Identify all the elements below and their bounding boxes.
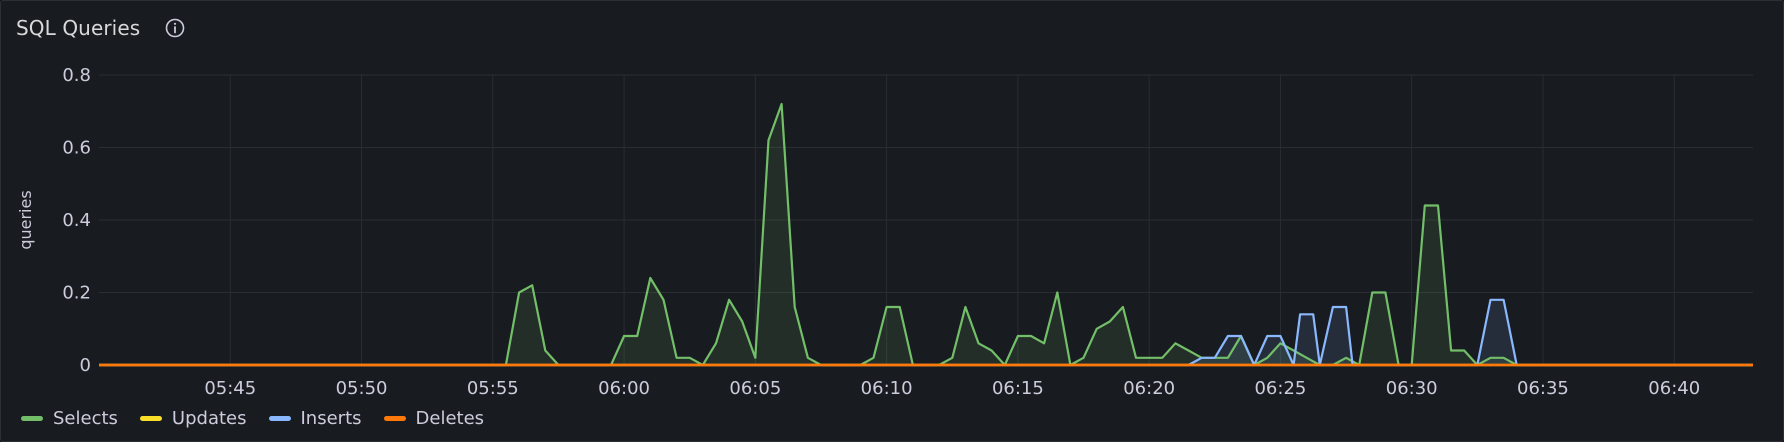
panel-title: SQL Queries: [16, 16, 141, 40]
panel-header: SQL Queries: [16, 13, 186, 43]
x-tick-label: 05:55: [467, 378, 519, 399]
x-tick-label: 06:40: [1648, 378, 1700, 399]
legend-swatch: [21, 415, 43, 421]
series-area-inserts: [99, 299, 1753, 365]
y-tick-label: 0.4: [62, 210, 91, 231]
legend: Selects Updates Inserts Deletes: [21, 405, 484, 431]
x-tick-label: 06:25: [1254, 378, 1306, 399]
legend-label: Inserts: [300, 407, 362, 429]
y-axis-ticks: 0 0.2 0.4 0.6 0.8: [62, 65, 91, 376]
legend-item-deletes[interactable]: Deletes: [383, 407, 485, 429]
y-tick-label: 0: [80, 355, 91, 376]
legend-item-updates[interactable]: Updates: [139, 407, 247, 429]
series-line-inserts: [99, 298, 1753, 367]
legend-item-selects[interactable]: Selects: [21, 408, 118, 429]
x-tick-label: 06:20: [1123, 378, 1175, 399]
x-tick-label: 06:05: [729, 378, 781, 399]
series-line-selects: [99, 102, 1753, 367]
grid: [99, 74, 1753, 365]
y-tick-label: 0.6: [62, 138, 91, 159]
legend-label: Updates: [171, 407, 247, 429]
legend-label: Deletes: [415, 407, 485, 429]
x-tick-label: 05:45: [204, 378, 256, 399]
y-tick-label: 0.2: [62, 283, 91, 304]
legend-item-inserts[interactable]: Inserts: [268, 407, 362, 429]
legend-swatch: [268, 415, 291, 421]
x-tick-label: 06:15: [992, 378, 1044, 399]
series-fills: [99, 104, 1753, 365]
x-axis-ticks: 05:45 05:50 05:55 06:00 06:05 06:10 06:15 06:20…: [204, 378, 1700, 399]
legend-swatch: [383, 415, 406, 421]
series-lines: [99, 102, 1753, 367]
x-tick-label: 06:30: [1386, 378, 1438, 399]
x-tick-label: 06:35: [1517, 378, 1569, 399]
info-circle-icon[interactable]: [164, 17, 186, 39]
x-tick-label: 06:00: [598, 378, 650, 399]
legend-label: Selects: [53, 407, 118, 429]
y-tick-label: 0.8: [62, 65, 91, 86]
x-tick-label: 06:10: [861, 378, 913, 399]
legend-swatch: [139, 415, 162, 421]
x-tick-label: 05:50: [336, 378, 388, 399]
y-axis-label: queries: [16, 190, 35, 249]
